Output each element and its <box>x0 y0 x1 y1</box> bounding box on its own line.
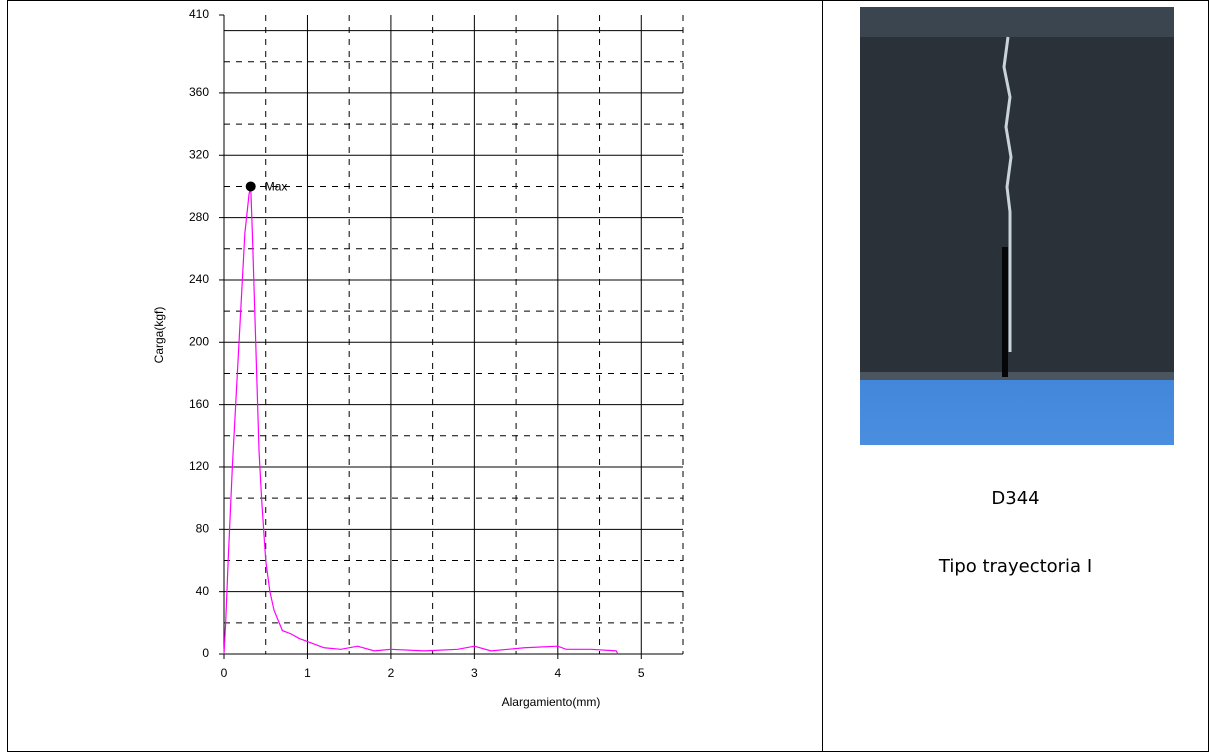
table-divider <box>822 0 823 752</box>
y-tick-label: 280 <box>189 210 209 224</box>
y-tick-label: 120 <box>189 459 209 473</box>
max-marker <box>245 181 256 192</box>
y-tick-label: 410 <box>189 7 209 21</box>
y-axis-title: Carga(kgf) <box>152 307 166 364</box>
y-tick-label: 240 <box>189 272 209 286</box>
specimen-id: D344 <box>991 488 1040 509</box>
specimen-photo <box>860 7 1174 445</box>
y-tick-label: 160 <box>189 397 209 411</box>
trajectory-type: Tipo trayectoria I <box>938 556 1093 577</box>
y-tick-label: 320 <box>189 147 209 161</box>
x-tick-label: 4 <box>554 666 561 680</box>
chart: Alargamiento(mm) Carga(kgf) 0 1 2 3 4 5 0 40 80 1… <box>152 7 684 709</box>
max-label: Max <box>265 180 288 194</box>
x-tick-label: 2 <box>388 666 395 680</box>
x-tick-label: 3 <box>471 666 478 680</box>
x-tick-label: 0 <box>221 666 228 680</box>
x-axis-title: Alargamiento(mm) <box>502 695 601 709</box>
y-tick-label: 80 <box>196 521 210 535</box>
y-tick-label: 40 <box>196 584 210 598</box>
data-line <box>223 186 619 655</box>
y-tick-label: 360 <box>189 85 209 99</box>
x-tick-label: 5 <box>638 666 645 680</box>
y-tick-label: 0 <box>202 646 209 660</box>
y-tick-label: 200 <box>189 334 209 348</box>
x-tick-label: 1 <box>304 666 311 680</box>
